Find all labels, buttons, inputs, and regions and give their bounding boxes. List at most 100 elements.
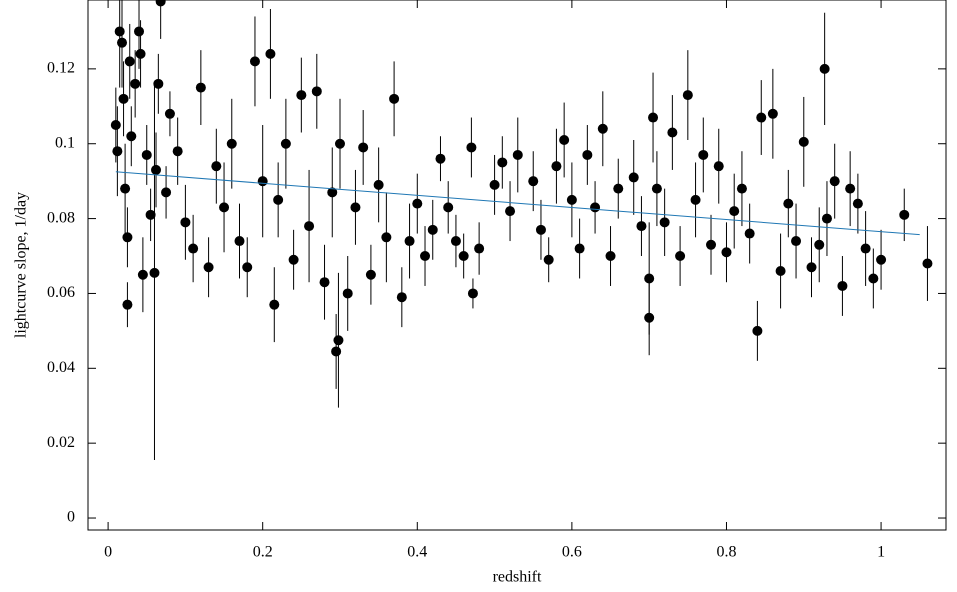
point xyxy=(265,48,276,59)
point xyxy=(876,254,887,265)
point xyxy=(559,134,570,145)
point xyxy=(381,232,392,243)
point xyxy=(659,217,670,228)
point xyxy=(280,138,291,149)
point xyxy=(118,93,129,104)
point xyxy=(327,187,338,198)
point xyxy=(412,198,423,209)
y-axis-label: lightcurve slope, 1/day xyxy=(13,192,30,338)
point xyxy=(852,198,863,209)
point xyxy=(829,176,840,187)
point xyxy=(188,243,199,254)
point xyxy=(145,209,156,220)
point xyxy=(249,56,260,67)
point xyxy=(151,164,162,175)
x-tick-label: 0.2 xyxy=(253,544,273,561)
point xyxy=(806,262,817,273)
point xyxy=(120,183,131,194)
point xyxy=(644,273,655,284)
point xyxy=(155,0,166,7)
x-tick-label: 0 xyxy=(104,544,112,561)
point xyxy=(868,273,879,284)
point xyxy=(775,265,786,276)
point xyxy=(597,123,608,134)
point xyxy=(296,90,307,101)
point xyxy=(736,183,747,194)
point xyxy=(161,187,172,198)
point xyxy=(288,254,299,265)
point xyxy=(791,236,802,247)
point xyxy=(180,217,191,228)
y-tick-label: 0.02 xyxy=(47,434,75,451)
point xyxy=(798,136,809,147)
point xyxy=(172,146,183,157)
point xyxy=(458,251,469,262)
point xyxy=(396,292,407,303)
point xyxy=(117,37,128,48)
y-tick-label: 0.1 xyxy=(55,134,75,151)
point xyxy=(404,236,415,247)
point xyxy=(767,108,778,119)
point xyxy=(860,243,871,254)
point xyxy=(690,194,701,205)
point xyxy=(311,86,322,97)
point xyxy=(706,239,717,250)
point xyxy=(648,112,659,123)
x-tick-label: 0.8 xyxy=(716,544,736,561)
point xyxy=(358,142,369,153)
point xyxy=(922,258,933,269)
point xyxy=(319,277,330,288)
point xyxy=(682,90,693,101)
point xyxy=(628,172,639,183)
point xyxy=(122,299,133,310)
y-tick-label: 0 xyxy=(67,509,75,526)
point xyxy=(164,108,175,119)
point xyxy=(837,280,848,291)
point xyxy=(420,251,431,262)
point xyxy=(512,149,523,160)
point xyxy=(334,138,345,149)
point xyxy=(135,48,146,59)
point xyxy=(269,299,280,310)
y-tick-label: 0.12 xyxy=(47,60,75,77)
point xyxy=(566,194,577,205)
plot-area xyxy=(110,0,933,461)
point xyxy=(497,157,508,168)
point xyxy=(427,224,438,235)
point xyxy=(582,149,593,160)
point xyxy=(721,247,732,258)
point xyxy=(729,206,740,217)
point xyxy=(219,202,230,213)
x-axis-label: redshift xyxy=(493,569,542,586)
point xyxy=(613,183,624,194)
point xyxy=(350,202,361,213)
point xyxy=(814,239,825,250)
point xyxy=(226,138,237,149)
point xyxy=(110,120,121,131)
point xyxy=(114,26,125,37)
point xyxy=(590,202,601,213)
point xyxy=(137,269,148,280)
point xyxy=(126,131,137,142)
point xyxy=(551,161,562,172)
point xyxy=(698,149,709,160)
x-tick-label: 0.6 xyxy=(562,544,582,561)
y-tick-label: 0.04 xyxy=(47,359,75,376)
point xyxy=(752,325,763,336)
point xyxy=(331,346,342,357)
point xyxy=(130,78,141,89)
point xyxy=(203,262,214,273)
point xyxy=(528,176,539,187)
point xyxy=(845,183,856,194)
x-tick-label: 1 xyxy=(877,544,885,561)
point xyxy=(124,56,135,67)
point xyxy=(450,236,461,247)
point xyxy=(467,288,478,299)
point xyxy=(242,262,253,273)
plot-frame xyxy=(87,0,947,531)
point xyxy=(122,232,133,243)
point xyxy=(651,183,662,194)
point xyxy=(304,221,315,232)
point xyxy=(466,142,477,153)
